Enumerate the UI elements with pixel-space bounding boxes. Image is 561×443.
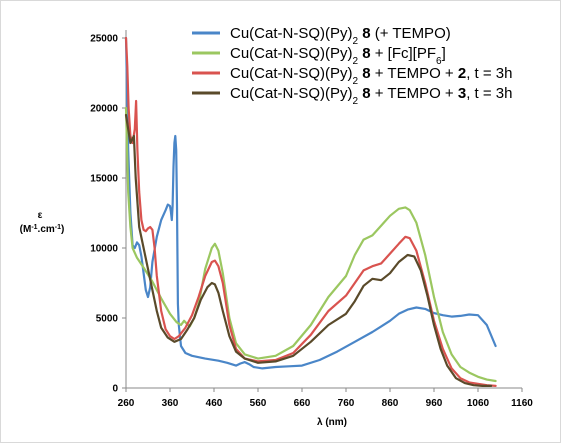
- x-tick-label: 460: [206, 398, 223, 409]
- x-tick-label: 860: [382, 398, 399, 409]
- x-tick-label: 260: [118, 398, 135, 409]
- legend-label-1: Cu(Cat-N-SQ)(Py)2 8 (+ TEMPO): [230, 25, 451, 47]
- x-tick-label: 960: [426, 398, 443, 409]
- y-tick-label: 25000: [90, 34, 118, 45]
- x-tick-label: 360: [162, 398, 179, 409]
- y-tick-label: 15000: [90, 174, 118, 185]
- legend: Cu(Cat-N-SQ)(Py)2 8 (+ TEMPO)Cu(Cat-N-SQ…: [192, 25, 512, 107]
- y-axis-title: ε: [38, 210, 43, 221]
- legend-label-4: Cu(Cat-N-SQ)(Py)2 8 + TEMPO + 3, t = 3h: [230, 85, 512, 107]
- x-tick-label: 1160: [511, 398, 533, 409]
- x-tick-label: 660: [294, 398, 311, 409]
- y-tick-label: 0: [112, 384, 118, 395]
- series-line-4: [124, 113, 493, 387]
- legend-label-3: Cu(Cat-N-SQ)(Py)2 8 + TEMPO + 2, t = 3h: [230, 65, 512, 87]
- x-tick-label: 1060: [467, 398, 490, 409]
- x-tick-label: 560: [250, 398, 267, 409]
- x-tick-label: 760: [338, 398, 355, 409]
- y-axis-unit: (M-1.cm-1): [20, 224, 65, 236]
- legend-label-2: Cu(Cat-N-SQ)(Py)2 8 + [Fc][PF6]: [230, 45, 446, 67]
- series-line-3: [124, 36, 497, 387]
- axes: 0 5000 10000 15000 20000 25000 260 360 460 560 660…: [90, 30, 533, 409]
- series-line-1: [124, 36, 497, 370]
- y-tick-label: 20000: [90, 104, 118, 115]
- y-tick-label: 10000: [90, 244, 118, 255]
- y-tick-label: 5000: [96, 314, 119, 325]
- series-layer: [124, 36, 497, 387]
- x-axis-title: λ (nm): [317, 417, 347, 428]
- series-line-2: [124, 106, 497, 383]
